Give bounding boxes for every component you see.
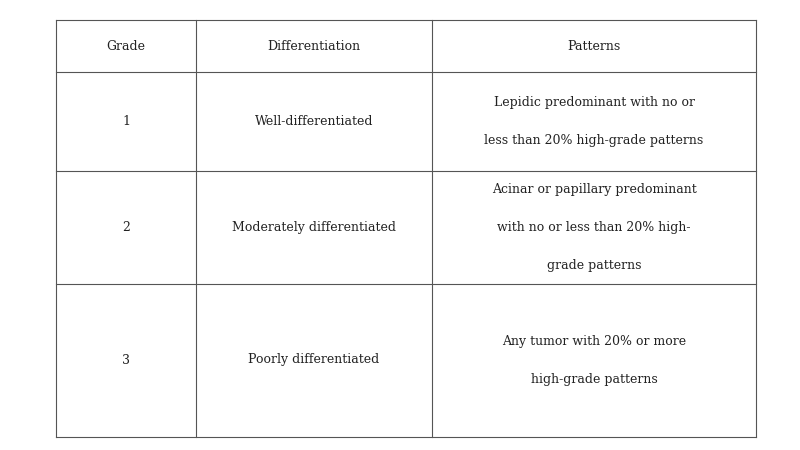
Text: Well-differentiated: Well-differentiated — [254, 115, 374, 128]
Text: Any tumor with 20% or more

high-grade patterns: Any tumor with 20% or more high-grade pa… — [502, 334, 686, 386]
Text: 3: 3 — [122, 354, 130, 366]
Text: 1: 1 — [122, 115, 130, 128]
Text: Poorly differentiated: Poorly differentiated — [248, 354, 380, 366]
Text: Acinar or papillary predominant

with no or less than 20% high-

grade patterns: Acinar or papillary predominant with no … — [492, 183, 696, 272]
Text: Lepidic predominant with no or

less than 20% high-grade patterns: Lepidic predominant with no or less than… — [484, 96, 704, 147]
Text: Patterns: Patterns — [567, 40, 621, 53]
Text: Grade: Grade — [106, 40, 146, 53]
Text: 2: 2 — [122, 221, 130, 234]
Text: Differentiation: Differentiation — [267, 40, 361, 53]
Text: Moderately differentiated: Moderately differentiated — [232, 221, 396, 234]
